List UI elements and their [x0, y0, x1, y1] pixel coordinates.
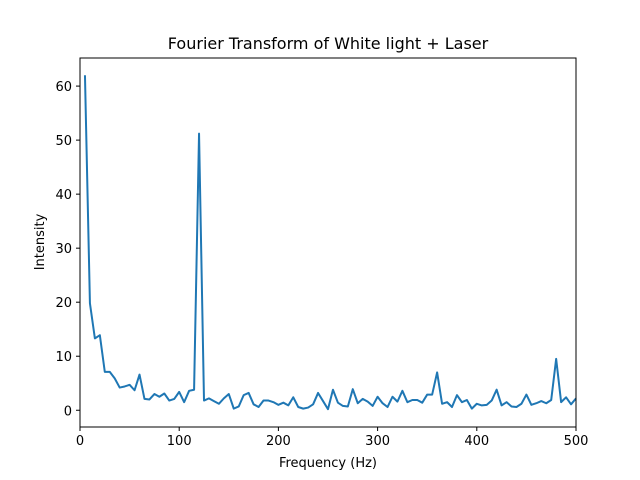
y-tick-label: 30	[55, 242, 72, 257]
x-tick-label: 200	[266, 434, 291, 449]
y-axis-label: Intensity	[33, 213, 48, 270]
axes-frame	[79, 57, 577, 428]
y-tick-label: 20	[55, 296, 72, 311]
x-axis-label: Frequency (Hz)	[279, 456, 377, 471]
series-line-0	[83, 75, 577, 411]
y-tick-label: 60	[55, 80, 72, 95]
y-axis: 0 10 20 30 40 50 60	[55, 80, 80, 419]
x-tick-label: 500	[564, 434, 589, 449]
y-tick-label: 0	[64, 404, 72, 419]
x-tick-label: 300	[365, 434, 390, 449]
y-tick-label: 10	[55, 350, 72, 365]
y-tick-label: 40	[55, 188, 72, 203]
chart-title: Fourier Transform of White light + Laser	[168, 34, 489, 53]
y-tick-label: 50	[55, 134, 72, 149]
x-tick-label: 100	[167, 434, 192, 449]
x-axis: 0 100 200 300 400 500	[76, 427, 589, 449]
plot-area	[83, 75, 577, 411]
x-tick-label: 400	[464, 434, 489, 449]
x-tick-label: 0	[76, 434, 84, 449]
